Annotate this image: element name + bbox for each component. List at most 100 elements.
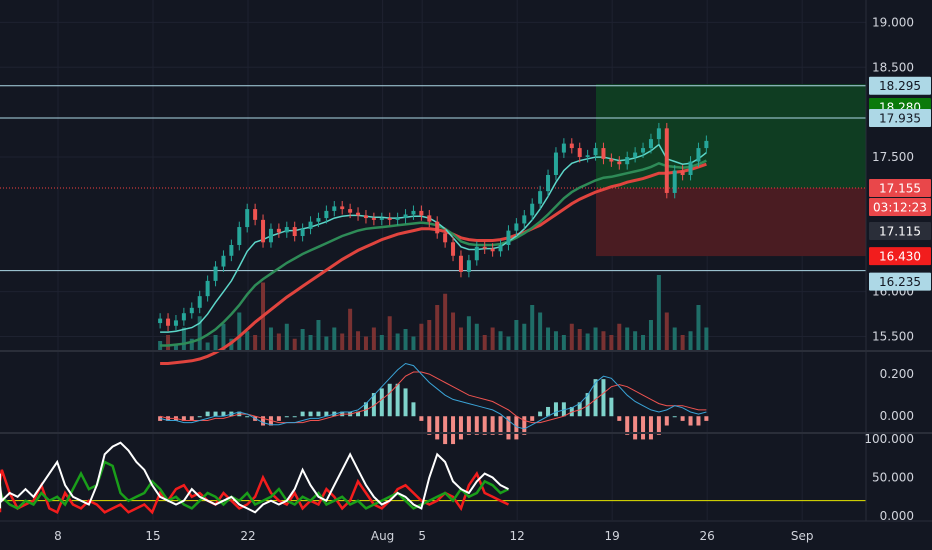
macd-histogram-bar — [617, 416, 622, 421]
candle-body — [166, 318, 171, 326]
macd-histogram-bar — [538, 411, 543, 417]
horizontal-lines[interactable] — [0, 85, 866, 272]
countdown-badge[interactable] — [869, 198, 931, 217]
time-tick-label: 12 — [510, 529, 525, 543]
macd-histogram-bar — [387, 383, 392, 417]
candle-body — [641, 148, 646, 153]
macd-histogram-bar — [458, 416, 463, 440]
volume-bar — [672, 327, 677, 350]
last-price-badge[interactable] — [869, 222, 931, 241]
volume-bars — [158, 275, 709, 350]
volume-bar — [427, 320, 432, 350]
macd-histogram-bar — [514, 416, 519, 440]
candle-body — [506, 230, 511, 245]
candle-body — [656, 128, 661, 140]
time-axis[interactable]: 8 15 22 Aug 5 12 19 26 Sep — [54, 529, 813, 543]
macd-histogram-bar — [482, 416, 487, 435]
volume-bar — [443, 293, 448, 350]
macd-histogram-bar — [419, 416, 424, 421]
candle-body — [546, 175, 551, 192]
candle-body — [633, 152, 638, 158]
candle-body — [292, 227, 297, 237]
panel-separators[interactable] — [0, 0, 932, 522]
volume-bar — [411, 336, 416, 350]
volume-bar — [173, 344, 178, 350]
candle-body — [173, 320, 178, 326]
volume-bar — [577, 329, 582, 350]
line-badge-18295-label: 18.295 — [879, 79, 921, 93]
candle-body — [443, 233, 448, 243]
entry-badge[interactable] — [869, 179, 931, 198]
candle-body — [332, 206, 337, 211]
candle-body — [340, 206, 345, 210]
price-badges[interactable]: 18.29518.28017.93517.15503:12:2317.11516… — [869, 76, 931, 291]
candle-body — [538, 191, 543, 204]
volume-bar — [300, 329, 305, 350]
volume-bar — [268, 327, 273, 350]
macd-histogram-bar — [324, 411, 329, 417]
volume-bar — [474, 323, 479, 350]
oscillator-tick-label: 100.000 — [864, 432, 914, 446]
volume-bar — [213, 335, 218, 350]
macd-histogram-bar — [276, 416, 281, 421]
macd-histogram-bar — [466, 416, 471, 435]
candle-body — [356, 212, 361, 216]
candle-body — [261, 219, 266, 243]
line-badge-17935[interactable] — [869, 109, 931, 128]
volume-bar — [237, 312, 242, 350]
price-tick-label: 17.500 — [872, 150, 914, 164]
volume-bar — [221, 323, 226, 350]
macd-histogram-bar — [451, 416, 456, 445]
volume-bar — [466, 316, 471, 350]
candlesticks — [158, 122, 709, 332]
candle-body — [379, 218, 384, 220]
macd-histogram-bar — [641, 416, 646, 440]
volume-bar — [696, 305, 701, 350]
ma-teal-line — [160, 143, 707, 333]
volume-bar — [189, 338, 194, 350]
macd-histogram-bar — [625, 416, 630, 435]
volume-bar — [458, 327, 463, 350]
macd-histogram-bar — [522, 416, 527, 435]
volume-bar — [585, 333, 590, 350]
macd-histogram-bar — [553, 402, 558, 417]
volume-bar — [601, 331, 606, 350]
candle-body — [451, 242, 456, 256]
volume-bar — [656, 275, 661, 350]
line-badge-16235[interactable] — [869, 272, 931, 291]
volume-bar — [348, 308, 353, 350]
volume-bar — [284, 323, 289, 350]
volume-bar — [490, 327, 495, 350]
line-badge-18295[interactable] — [869, 76, 931, 95]
candle-body — [601, 148, 606, 159]
macd-histogram-bar — [292, 416, 297, 418]
candle-body — [427, 215, 432, 222]
macd-line — [159, 362, 707, 430]
candle-body — [245, 209, 250, 228]
time-tick-label: Sep — [791, 529, 814, 543]
candle-body — [348, 209, 353, 213]
macd-histogram-bar — [363, 402, 368, 417]
position-stop-zone[interactable] — [596, 188, 866, 257]
ma-green-line — [160, 159, 707, 347]
oscillator-panel — [0, 441, 866, 515]
time-tick-label: 8 — [54, 529, 62, 543]
position-target-zone[interactable] — [596, 84, 866, 189]
candle-body — [609, 158, 614, 162]
stop-badge[interactable] — [869, 247, 931, 266]
volume-bar — [316, 320, 321, 350]
candle-body — [316, 218, 321, 222]
volume-bar — [197, 316, 202, 350]
volume-bar — [332, 327, 337, 350]
volume-bar — [205, 342, 210, 350]
time-tick-label: Aug — [371, 529, 394, 543]
time-tick-label: 22 — [240, 529, 255, 543]
candle-body — [530, 203, 535, 216]
macd-histogram-bar — [300, 411, 305, 417]
candle-body — [617, 161, 622, 165]
macd-panel — [158, 362, 709, 445]
candle-body — [435, 221, 440, 234]
volume-bar — [688, 331, 693, 350]
